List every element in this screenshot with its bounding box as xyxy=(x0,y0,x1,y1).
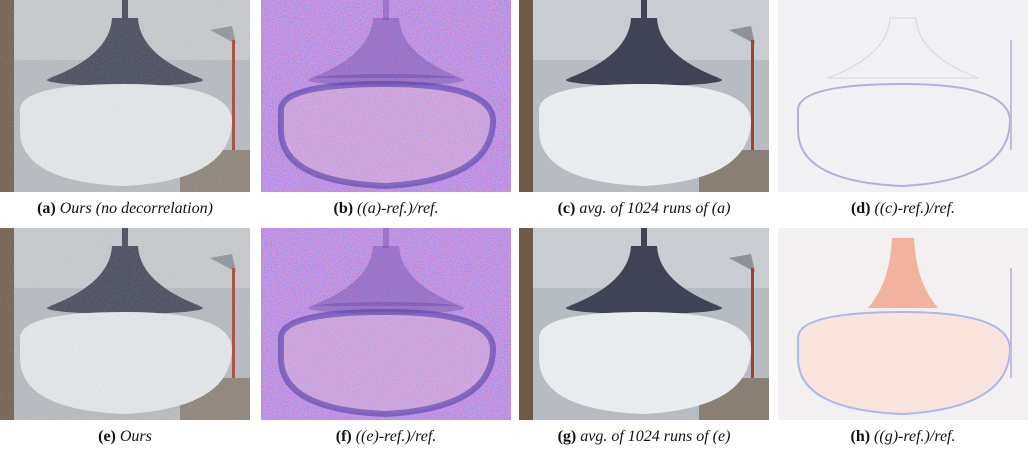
caption-text: avg. of 1024 runs of (e) xyxy=(580,428,730,445)
caption-label: (h) xyxy=(850,428,870,445)
image-panel xyxy=(519,0,769,192)
image-panel xyxy=(778,228,1028,420)
image-panel xyxy=(778,0,1028,192)
caption-text: ((c)-ref.)/ref. xyxy=(875,200,956,217)
caption-text: Ours (no decorrelation) xyxy=(60,200,213,217)
caption: (a) Ours (no decorrelation) xyxy=(0,200,254,218)
caption: (f) ((e)-ref.)/ref. xyxy=(257,428,515,446)
caption: (e) Ours xyxy=(0,428,254,446)
image-panel xyxy=(0,228,250,420)
caption-label: (e) xyxy=(98,428,116,445)
image-panel xyxy=(261,228,511,420)
caption-label: (g) xyxy=(558,428,577,445)
image-panel xyxy=(0,0,250,192)
figure: (a) Ours (no decorrelation) (b) ((a)-ref… xyxy=(0,0,1036,453)
caption: (c) avg. of 1024 runs of (a) xyxy=(515,200,773,218)
caption-text: ((g)-ref.)/ref. xyxy=(874,428,955,445)
caption-label: (a) xyxy=(37,200,56,217)
caption-label: (b) xyxy=(333,200,353,217)
caption-label: (d) xyxy=(851,200,871,217)
caption: (h) ((g)-ref.)/ref. xyxy=(774,428,1032,446)
caption-label: (f) xyxy=(336,428,352,445)
caption-text: avg. of 1024 runs of (a) xyxy=(579,200,730,217)
image-panel xyxy=(261,0,511,192)
image-panel xyxy=(519,228,769,420)
caption: (b) ((a)-ref.)/ref. xyxy=(257,200,515,218)
caption: (d) ((c)-ref.)/ref. xyxy=(774,200,1032,218)
caption-label: (c) xyxy=(558,200,576,217)
caption-text: ((a)-ref.)/ref. xyxy=(357,200,438,217)
caption: (g) avg. of 1024 runs of (e) xyxy=(515,428,773,446)
caption-text: Ours xyxy=(120,428,152,445)
caption-text: ((e)-ref.)/ref. xyxy=(356,428,437,445)
